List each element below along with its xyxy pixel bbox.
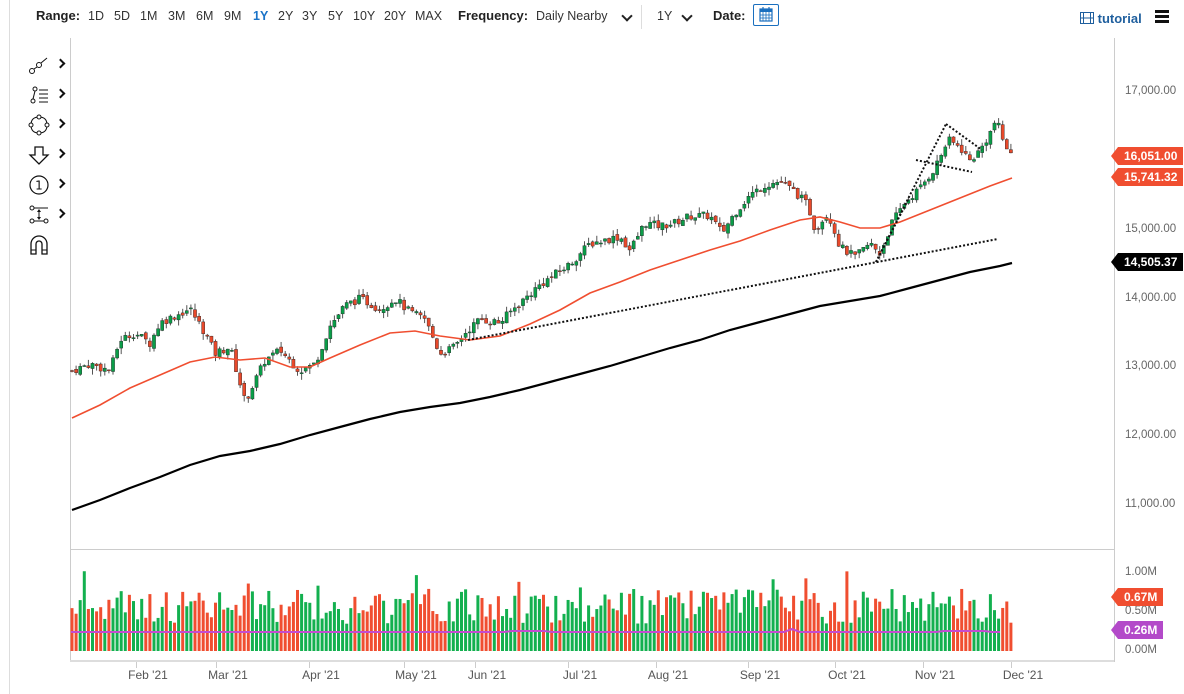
menu-button[interactable] [1155,10,1169,25]
period-select[interactable]: 1Y [657,9,673,23]
price-axis-label: 14,000.00 [1125,291,1177,304]
x-axis-label: Aug '21 [647,668,689,682]
fibonacci-tool-icon [30,86,48,104]
x-axis-label: Apr '21 [302,668,340,682]
frequency-label: Frequency: [458,8,529,23]
price-tag: 14,505.37 [1110,253,1184,271]
measure-tool[interactable] [28,204,68,226]
x-axis-label: Nov '21 [914,668,956,682]
range-1d[interactable]: 1D [88,9,104,23]
tutorial-link[interactable]: tutorial [1080,11,1142,26]
frequency-select[interactable]: Daily Nearby [536,9,608,23]
trendline-tool[interactable] [28,54,68,76]
price-tag: 15,741.32 [1110,168,1184,186]
magnet-icon [30,235,48,255]
range-5d[interactable]: 5D [114,9,130,23]
range-3m[interactable]: 3M [168,9,186,23]
arrow-down-icon [28,146,50,165]
range-6m[interactable]: 6M [196,9,214,23]
toolbar: Range: 1D 5D 1M 3M 6M 9M 1Y 2Y 3Y 5Y 10Y 20Y MAX Fre… [0,0,1184,34]
volume-tag: 0.67M [1110,588,1164,606]
price-volume-divider[interactable] [70,549,1114,550]
arrow-tool[interactable] [28,144,68,166]
price-axis-label: 11,000.00 [1125,498,1176,510]
x-axis-line [70,660,1114,662]
range-20y[interactable]: 20Y [384,9,407,23]
date-picker-button[interactable] [753,4,779,26]
x-tick [404,662,405,668]
x-axis-label: Dec '21 [1002,668,1044,682]
x-tick [923,662,924,668]
x-tick [1011,662,1012,668]
x-axis-label: Jun '21 [467,668,507,682]
trendline-tool-icon [29,57,48,74]
fibonacci-tool[interactable] [28,84,68,106]
numbered-circle-icon: 1 [29,175,49,195]
plot-area[interactable] [70,38,1115,662]
x-axis-label: Mar '21 [208,668,248,682]
range-9m[interactable]: 9M [224,9,242,23]
range-1y[interactable]: 1Y [253,9,269,23]
date-label: Date: [713,8,746,23]
volume-axis-label: 0.50M [1125,605,1157,617]
film-icon [1080,12,1094,24]
magnet-tool[interactable] [28,234,68,256]
shapes-tool-icon [28,114,50,136]
x-axis-label: Sep '21 [739,668,781,682]
range-max[interactable]: MAX [415,9,443,23]
price-axis-label: 17,000.00 [1125,85,1177,97]
volume-axis-label: 0.00M [1125,644,1157,656]
calendar-icon [759,7,773,22]
x-tick [136,662,137,668]
measure-tool-icon [29,205,49,224]
annotation-tool[interactable]: 1 [28,174,68,196]
range-5y[interactable]: 5Y [328,9,344,23]
x-axis-label: Feb '21 [128,668,168,682]
x-axis-label: Jul '21 [562,668,598,682]
svg-text:1: 1 [35,179,43,193]
range-label: Range: [36,8,81,23]
tutorial-label: tutorial [1097,11,1142,26]
range-10y[interactable]: 10Y [353,9,376,23]
price-axis-label: 15,000.00 [1125,222,1177,235]
volume-tag: 0.26M [1110,621,1164,639]
range-1m[interactable]: 1M [140,9,158,23]
x-tick [835,662,836,668]
x-axis-label: May '21 [395,668,437,682]
x-tick [568,662,569,668]
x-axis-label: Oct '21 [828,668,866,682]
price-tag: 16,051.00 [1110,147,1184,165]
left-edge-border [9,0,10,694]
x-tick [216,662,217,668]
x-tick [656,662,657,668]
price-axis-label: 13,000.00 [1125,360,1177,373]
range-2y[interactable]: 2Y [278,9,294,23]
range-3y[interactable]: 3Y [302,9,318,23]
volume-axis-label: 1.00M [1125,566,1157,578]
toolbar-separator [641,5,642,29]
shapes-tool[interactable] [28,114,68,136]
x-tick [475,662,476,668]
x-tick [309,662,310,668]
x-tick [748,662,749,668]
price-axis-label: 12,000.00 [1125,429,1177,442]
